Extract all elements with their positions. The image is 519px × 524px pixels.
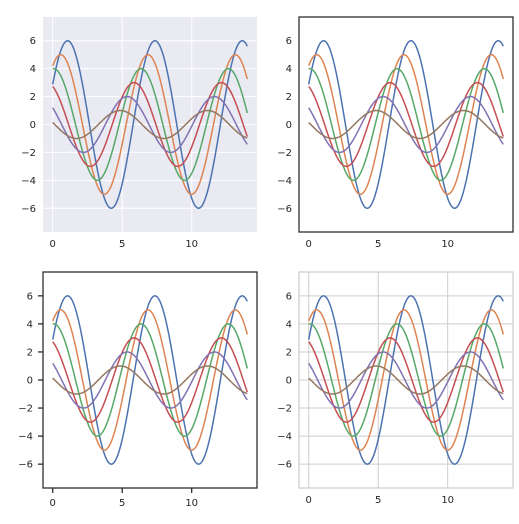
panel-darkgrid-series-line-1 (51, 39, 248, 210)
panel-darkgrid-ytick-label-0: 0 (30, 120, 36, 131)
panel-ticks-ytick-label-6: 6 (27, 291, 33, 302)
panel-whitegrid-series-line-5 (308, 351, 504, 409)
panel-whitegrid-xtick-label-10: 10 (441, 495, 454, 506)
panel-ticks-ytick-label--6: −6 (18, 460, 33, 471)
panel-ticks-ytick-label--4: −4 (18, 432, 33, 443)
panel-whitegrid-ytick-label--6: −6 (277, 460, 292, 471)
panel-darkgrid-series-line-4 (52, 81, 248, 168)
panel-ticks-background (43, 272, 257, 488)
panel-white-ytick-label-6: 6 (286, 36, 292, 47)
panel-whitegrid-series-line-4 (308, 337, 504, 423)
panel-white-group: 0 5 10 −6 −4 −2 0 2 4 6 (277, 16, 514, 250)
panel-whitegrid-xtick-label-0: 0 (306, 495, 312, 506)
panel-darkgrid-ytick-label--4: −4 (21, 176, 36, 187)
panel-ticks-series-line-5 (52, 351, 248, 409)
panel-ticks-series-line-6 (52, 365, 248, 395)
panel-darkgrid-ytick-label--2: −2 (21, 148, 36, 159)
panel-darkgrid-xtick-label-10: 10 (185, 239, 198, 250)
panel-ticks-ytick-label-0: 0 (27, 376, 33, 387)
panel-white-frame (298, 16, 514, 233)
panel-ticks-xtick-label-10: 10 (185, 498, 198, 509)
panel-white-series-line-4 (308, 81, 504, 168)
panel-darkgrid-ytick-label-6: 6 (30, 36, 36, 47)
panel-whitegrid-ytick-label-2: 2 (286, 347, 292, 358)
panel-ticks-ytick-label--2: −2 (18, 404, 33, 415)
panel-white-xtick-label-0: 0 (306, 239, 312, 250)
panel-whitegrid-series-line-6 (308, 365, 504, 395)
panel-white-ytick-label--2: −2 (277, 148, 292, 159)
panel-white-series-line-3 (308, 67, 504, 182)
panel-white-xtick-label-10: 10 (441, 239, 454, 250)
panel-whitegrid-ytick-label-4: 4 (286, 319, 292, 330)
panel-darkgrid-series-line-3 (52, 67, 248, 182)
panel-ticks-series-line-1 (51, 295, 248, 465)
panel-darkgrid-series-line-5 (52, 95, 248, 154)
panel-darkgrid-xtick-label-5: 5 (119, 239, 125, 250)
panel-ticks-series-line-2 (52, 309, 248, 451)
panel-whitegrid-ytick-label-6: 6 (286, 291, 292, 302)
panel-white-background (299, 17, 513, 232)
panel-whitegrid-ytick-label-0: 0 (286, 376, 292, 387)
panel-darkgrid-ytick-label-4: 4 (30, 64, 36, 75)
panel-white-ytick-label--6: −6 (277, 204, 292, 215)
panel-ticks-xtick-label-0: 0 (50, 498, 56, 509)
panel-white-series-line-5 (308, 95, 504, 154)
panel-ticks-ytick-label-2: 2 (27, 347, 33, 358)
panel-ticks-series-line-3 (52, 323, 248, 437)
panel-white-series-line-2 (308, 53, 504, 196)
panel-white-xtick-label-5: 5 (375, 239, 381, 250)
panel-whitegrid-group: 0 5 10 −6 −4 −2 0 2 4 6 (277, 271, 514, 506)
panel-darkgrid-series-line-6 (52, 109, 248, 140)
panel-ticks-xtick-label-5: 5 (119, 498, 125, 509)
panel-whitegrid-frame (298, 271, 514, 489)
panel-darkgrid-xtick-label-0: 0 (50, 239, 56, 250)
panel-white-series-line-6 (308, 109, 504, 140)
panel-whitegrid-ytick-label--2: −2 (277, 404, 292, 415)
panel-ticks-group: 0 5 10 −6 −4 −2 0 2 4 6 (18, 271, 258, 509)
panel-darkgrid-group: 0 5 10 −6 −4 −2 0 2 4 6 (21, 17, 257, 250)
panel-whitegrid-xtick-label-5: 5 (375, 495, 381, 506)
panel-whitegrid-ytick-label--4: −4 (277, 432, 292, 443)
panel-ticks-ytick-label-4: 4 (27, 319, 33, 330)
panel-white-ytick-label--4: −4 (277, 176, 292, 187)
panel-ticks-series-line-4 (52, 337, 248, 423)
panel-darkgrid-ytick-label--6: −6 (21, 204, 36, 215)
panel-darkgrid-ytick-label-2: 2 (30, 92, 36, 103)
panel-whitegrid-series-line-1 (307, 295, 504, 465)
panel-whitegrid-series-line-2 (308, 309, 504, 451)
panel-white-series-line-1 (307, 39, 504, 210)
panel-white-ytick-label-2: 2 (286, 92, 292, 103)
panel-whitegrid-series-line-3 (308, 323, 504, 437)
panel-white-ytick-label-0: 0 (286, 120, 292, 131)
panel-white-ytick-label-4: 4 (286, 64, 292, 75)
panel-darkgrid-series-line-2 (52, 53, 248, 196)
